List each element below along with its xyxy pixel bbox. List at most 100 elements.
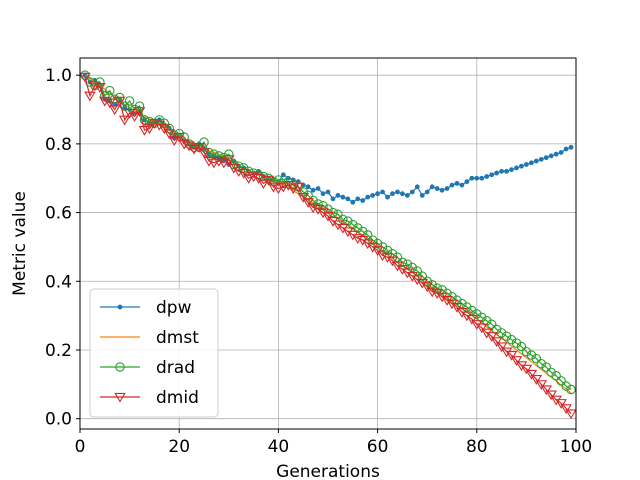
data-point-drad [551,371,561,381]
data-point-dmid [436,292,448,303]
legend-item-dmst: dmst [100,328,199,348]
data-point-drad [402,259,413,269]
data-point-dpw [543,155,549,161]
data-point-dpw [409,189,415,195]
data-point-dmid [416,278,429,289]
data-point-dmid [515,361,528,372]
data-point-dmid [208,158,220,169]
legend-label: dpw [156,298,192,318]
data-point-dpw [469,175,475,181]
data-point-dmid [347,230,359,241]
data-point-dmid [89,81,101,92]
data-point-dpw [320,191,326,197]
data-point-dpw [395,189,400,195]
data-point-drad [233,161,244,171]
data-point-dpw [474,175,480,181]
data-point-drad [343,216,353,226]
data-point-dmid [198,148,210,159]
data-point-dmid [84,91,96,102]
data-point-dpw [370,193,376,198]
x-axis-ticks: 0 20 40 60 80 100 [75,429,592,457]
x-tick-label: 60 [367,437,389,457]
data-point-dmid [242,174,255,184]
data-point-dpw [419,193,425,198]
data-point-dpw [365,194,371,200]
y-axis-label: Metric value [10,191,30,296]
data-point-dmid [505,350,518,361]
legend-label: drad [156,358,195,378]
x-tick-label: 100 [560,437,592,457]
data-point-dmid [366,242,379,253]
data-point-drad [462,302,472,312]
data-point-dpw [360,198,366,203]
data-point-drad [134,101,145,111]
data-point-dmid [381,253,394,263]
data-point-dmid [327,217,339,227]
legend-marker [114,392,126,403]
legend-marker [117,304,123,310]
data-point-dmid [431,289,443,299]
data-point-dpw [524,162,529,167]
y-tick-label: 0.6 [45,204,72,224]
data-point-dmid [461,311,473,322]
data-point-dpw [404,193,410,198]
legend-label: dmid [156,388,199,408]
data-point-dmid [411,275,424,286]
data-point-dpw [514,165,519,171]
data-point-dmid [302,198,314,208]
data-point-dpw [439,187,445,193]
y-axis-ticks: 0.0 0.2 0.4 0.6 0.8 1.0 [45,66,80,430]
data-point-dmid [148,119,161,129]
data-point-dmid [540,385,553,396]
data-point-dmid [356,235,369,246]
data-point-dmid [495,342,508,353]
legend-marker [115,362,125,372]
data-point-dmid [113,96,126,107]
data-point-dpw [553,151,559,157]
data-point-dmid [188,144,200,155]
data-point-dmid [183,141,195,152]
data-point-dpw [568,144,574,150]
data-point-dmid [103,98,116,109]
y-tick-label: 0.0 [45,410,72,430]
data-point-dmid [342,227,354,238]
data-point-dpw [325,189,331,195]
data-point-dpw [563,146,569,152]
data-point-dmid [466,314,478,325]
data-point-dpw [414,184,420,190]
data-point-dpw [558,150,564,155]
data-point-dmid [560,404,572,415]
data-point-dpw [330,196,336,202]
data-point-dpw [429,184,435,190]
data-point-dmid [426,287,438,298]
data-point-drad [224,149,234,159]
data-point-dmid [163,129,176,140]
data-point-dpw [335,193,341,198]
data-point-drad [467,305,477,316]
data-point-dmid [223,155,235,165]
data-point-dmid [79,72,91,83]
data-point-dmid [94,83,106,93]
data-point-dmid [391,261,404,272]
data-point-drad [477,312,487,323]
data-point-drad [214,151,224,161]
data-point-dmid [247,172,260,183]
data-point-drad [362,230,373,240]
legend-label: dmst [156,328,199,348]
data-point-drad [566,384,576,395]
data-point-dmid [351,234,364,244]
x-tick-label: 40 [268,437,290,457]
data-point-dmid [337,223,349,234]
data-point-dpw [385,194,390,200]
legend-box [89,288,219,418]
data-point-dmid [153,120,166,131]
data-point-dpw [538,156,544,162]
series-dpw [82,72,574,205]
data-point-drad [204,147,214,158]
data-point-dpw [434,186,440,191]
data-point-drad [491,324,502,335]
x-tick-label: 80 [466,437,488,457]
data-point-drad [209,149,219,159]
data-point-dmid [138,125,151,136]
data-point-dmid [535,380,548,390]
